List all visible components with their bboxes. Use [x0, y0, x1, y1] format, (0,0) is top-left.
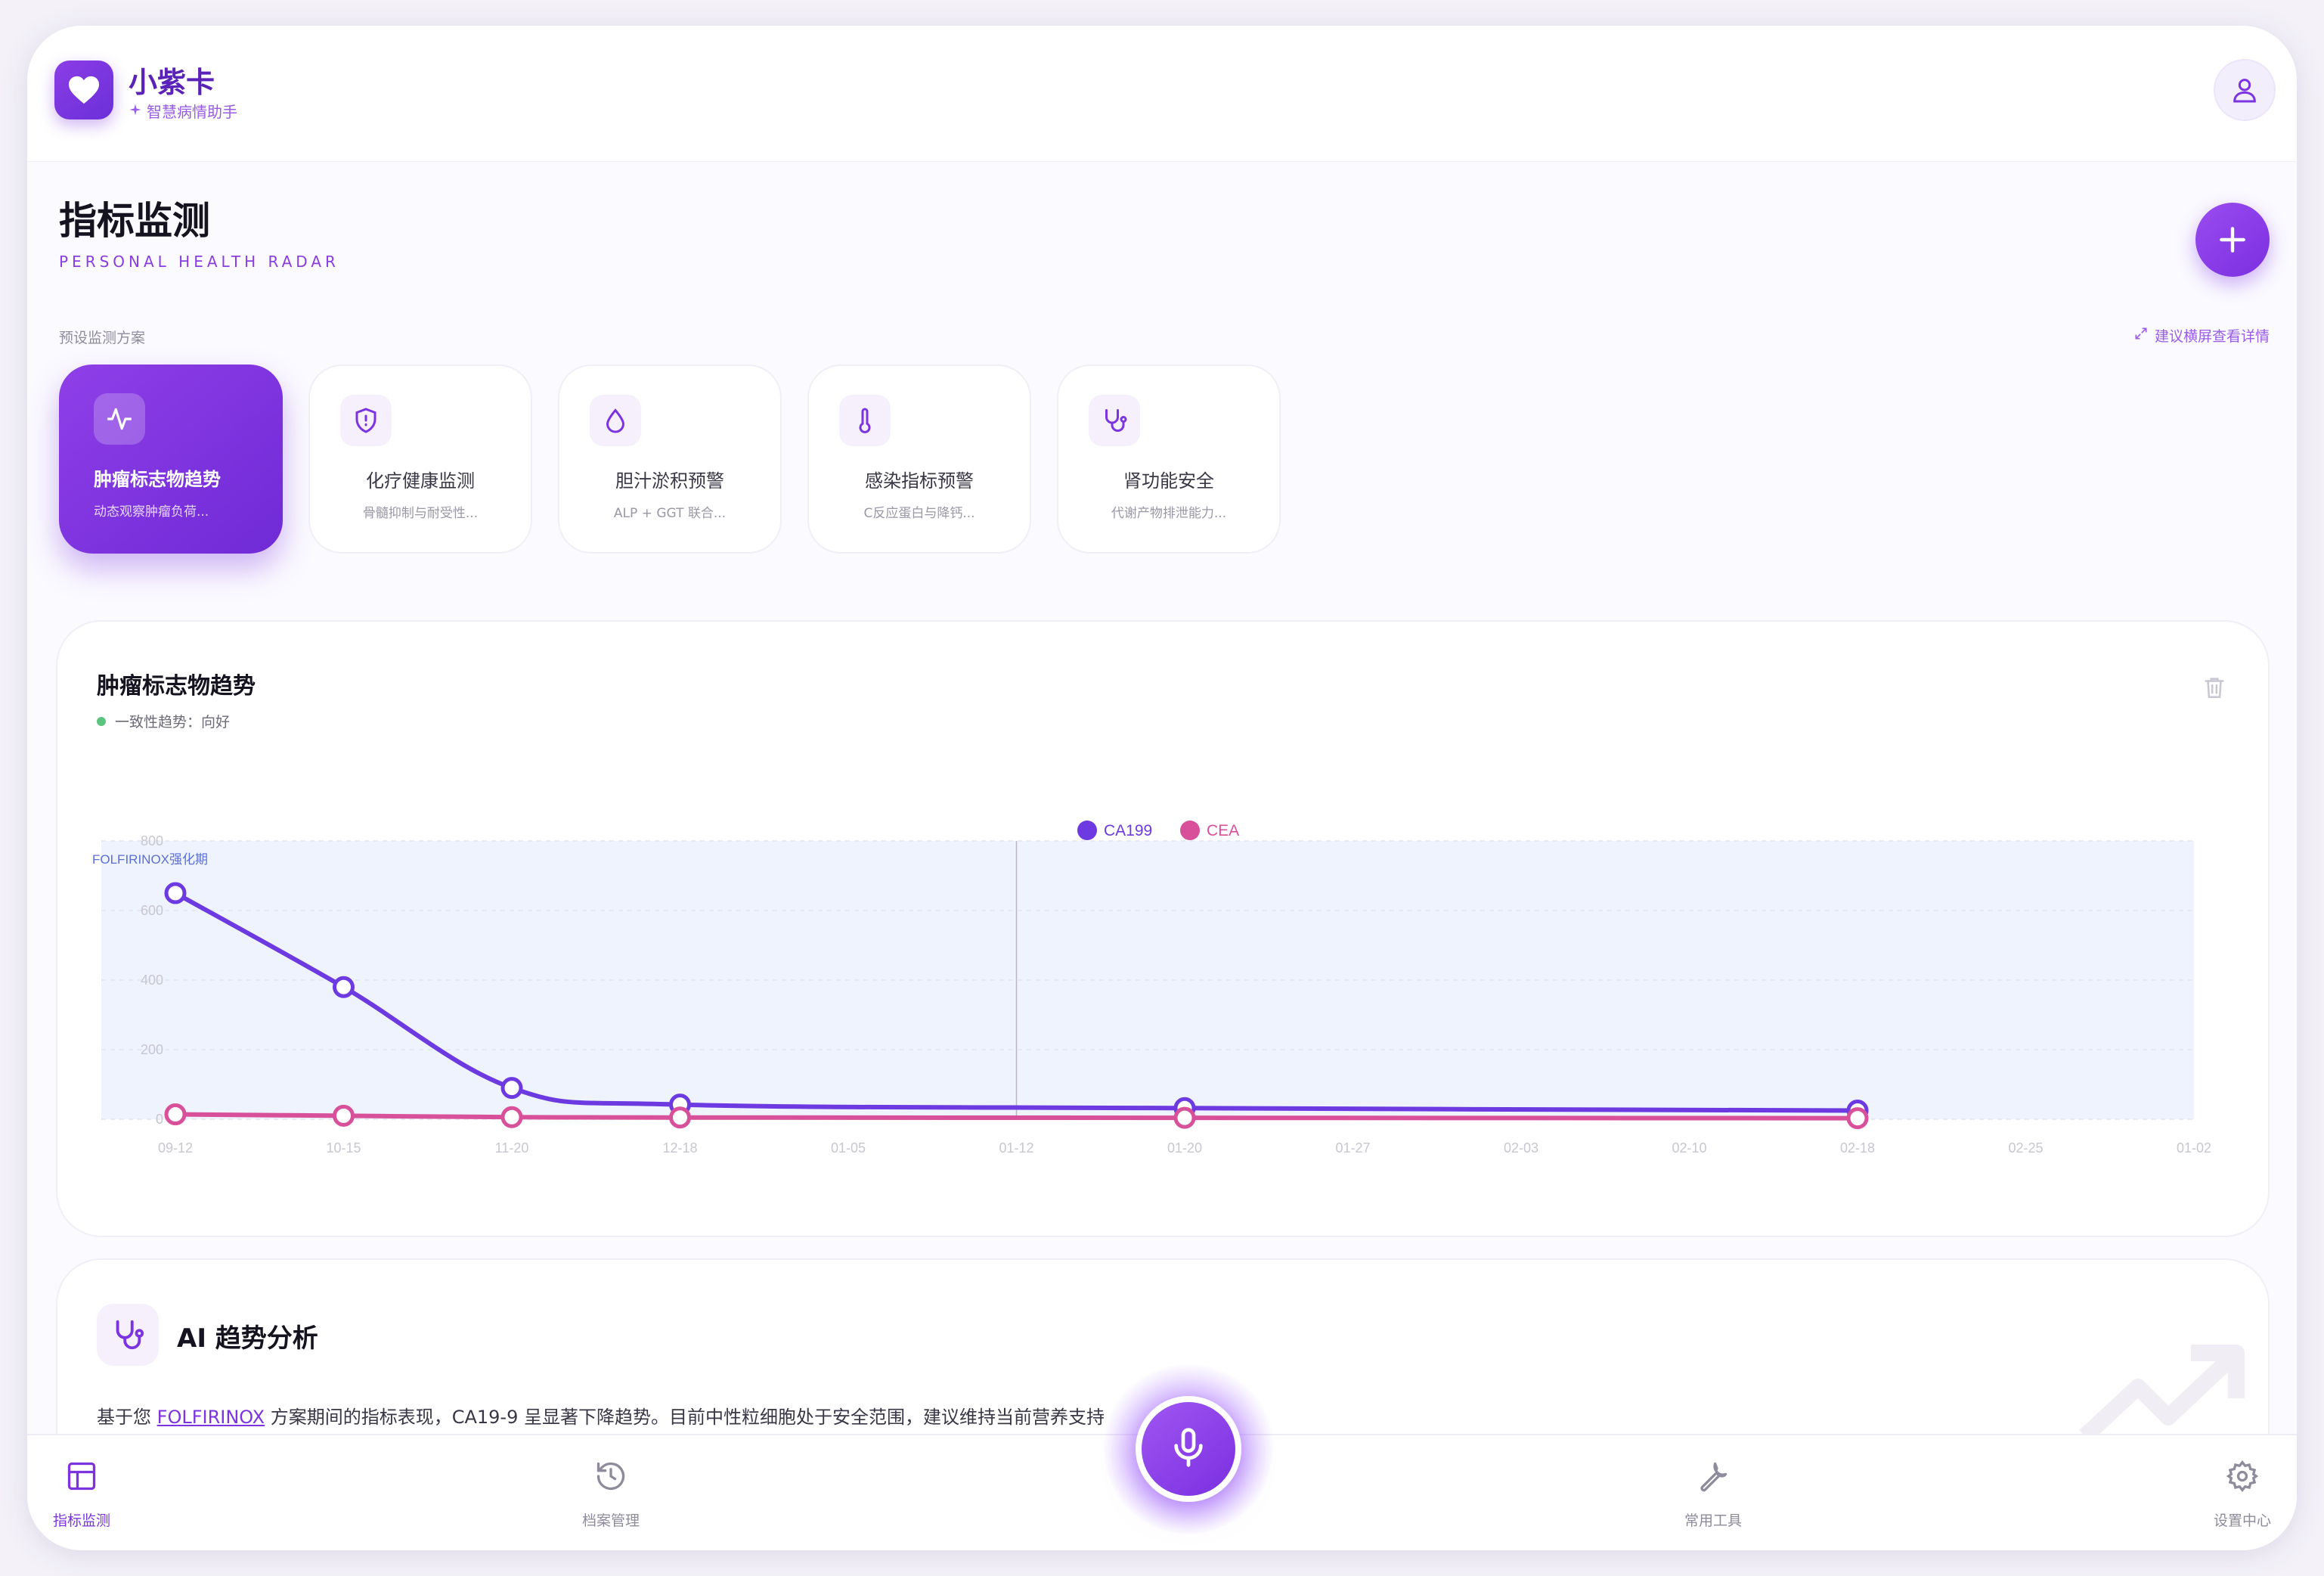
nav-item-tools[interactable]: 常用工具	[1684, 1460, 1742, 1530]
microphone-icon	[1167, 1426, 1210, 1472]
landscape-hint-text: 建议横屏查看详情	[2154, 328, 2270, 345]
page-subtitle: PERSONAL HEALTH RADAR	[59, 253, 339, 271]
heart-logo-icon	[54, 60, 113, 119]
trash-icon	[2202, 678, 2227, 703]
thermometer-icon	[839, 395, 891, 446]
landscape-hint[interactable]: 建议横屏查看详情	[2133, 325, 2270, 346]
app-header: 小紫卡 智慧病情助手	[27, 26, 2297, 162]
app-subtitle: 智慧病情助手	[129, 100, 237, 122]
plan-card-tumor-markers[interactable]: 肿瘤标志物趋势 动态观察肿瘤负荷...	[59, 365, 283, 554]
plan-name: 化疗健康监测	[366, 470, 475, 492]
plan-card-infection[interactable]: 感染指标预警 C反应蛋白与降钙...	[807, 365, 1031, 554]
user-avatar-button[interactable]	[2214, 59, 2276, 121]
plan-desc: 动态观察肿瘤负荷...	[94, 504, 209, 520]
regimen-link[interactable]: FOLFIRINOX	[156, 1407, 265, 1428]
plan-list: 肿瘤标志物趋势 动态观察肿瘤负荷... 化疗健康监测 骨髓抑制与耐受性... 胆…	[59, 365, 1281, 554]
plan-card-kidney[interactable]: 肾功能安全 代谢产物排泄能力...	[1057, 365, 1281, 554]
add-button[interactable]	[2195, 203, 2270, 277]
nav-item-monitoring[interactable]: 指标监测	[53, 1460, 110, 1530]
stethoscope-icon	[97, 1304, 159, 1366]
trend-up-icon	[2078, 1342, 2251, 1443]
ai-text-after: 方案期间的指标表现，CA19-9 呈显著下降趋势。目前中性粒细胞处于安全范围，建…	[265, 1407, 1105, 1428]
plan-name: 肾功能安全	[1123, 470, 1214, 492]
plan-desc: C反应蛋白与降钙...	[863, 506, 975, 521]
wrench-icon	[1697, 1460, 1730, 1496]
nav-label: 常用工具	[1684, 1512, 1743, 1529]
trend-label: 一致性趋势：向好	[115, 714, 231, 731]
chart-title: 肿瘤标志物趋势	[97, 673, 256, 700]
history-icon	[594, 1460, 627, 1496]
plan-name: 肿瘤标志物趋势	[94, 469, 221, 490]
trend-status: 一致性趋势：向好	[97, 711, 230, 731]
stethoscope-icon	[1089, 395, 1140, 446]
plans-section-label: 预设监测方案	[59, 330, 146, 346]
ai-text-before: 基于您	[97, 1407, 157, 1428]
app-subtitle-text: 智慧病情助手	[147, 103, 237, 121]
nav-label: 档案管理	[582, 1512, 640, 1529]
plan-desc: 骨髓抑制与耐受性...	[362, 506, 479, 521]
layout-icon	[65, 1460, 98, 1496]
chart-card	[56, 620, 2270, 1237]
expand-icon	[2133, 326, 2149, 345]
plan-name: 胆汁淤积预警	[615, 470, 724, 492]
page-title: 指标监测	[59, 199, 210, 243]
trend-dot	[97, 716, 106, 726]
plan-name: 感染指标预警	[865, 470, 974, 492]
plan-desc: ALP + GGT 联合...	[613, 506, 727, 521]
plan-card-chemo-health[interactable]: 化疗健康监测 骨髓抑制与耐受性...	[308, 365, 532, 554]
nav-label: 指标监测	[53, 1512, 111, 1529]
sparkle-icon	[129, 102, 142, 120]
droplet-icon	[590, 395, 641, 446]
nav-label: 设置中心	[2214, 1512, 2272, 1529]
gear-icon	[2226, 1460, 2259, 1496]
voice-input-button[interactable]	[1136, 1396, 1241, 1502]
plan-desc: 代谢产物排泄能力...	[1111, 506, 1227, 521]
plan-card-cholestasis[interactable]: 胆汁淤积预警 ALP + GGT 联合...	[558, 365, 782, 554]
nav-item-records[interactable]: 档案管理	[582, 1460, 640, 1530]
app-frame: 小紫卡 智慧病情助手 指标监测 PERSONAL HEALTH RADAR 预设…	[27, 26, 2297, 1550]
activity-icon	[94, 393, 145, 445]
ai-analysis-title: AI 趋势分析	[177, 1323, 318, 1354]
ai-analysis-text: 基于您 FOLFIRINOX 方案期间的指标表现，CA19-9 呈显著下降趋势。…	[97, 1402, 1105, 1429]
shield-icon	[340, 395, 392, 446]
app-name: 小紫卡	[129, 66, 215, 99]
delete-chart-button[interactable]	[2202, 675, 2227, 703]
nav-item-settings[interactable]: 设置中心	[2214, 1460, 2271, 1530]
